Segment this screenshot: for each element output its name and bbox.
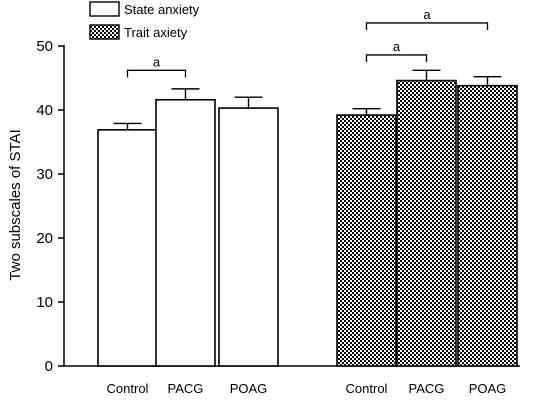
legend: State anxiety Trait axiety — [89, 1, 200, 40]
x-tick-label: Control — [107, 381, 149, 396]
y-tick-label: 40 — [36, 102, 53, 119]
x-tick-label: PACG — [409, 381, 445, 396]
significance-bracket — [365, 54, 428, 62]
y-tick-label: 50 — [36, 38, 53, 55]
bars — [97, 69, 518, 367]
legend-swatch-trait-axiety — [89, 24, 120, 40]
significance-bracket — [365, 22, 489, 30]
significance-bracket — [126, 69, 187, 78]
significance-label: a — [423, 7, 431, 22]
significance-label: a — [393, 39, 401, 54]
significance-brackets: a a a — [126, 7, 489, 78]
bar-state-anxiety-pacg — [155, 98, 216, 367]
bar-state-anxiety-control — [97, 129, 158, 367]
y-tick-label: 20 — [36, 230, 53, 247]
bar-trait-axiety-control — [336, 114, 397, 367]
x-tick-label: PACG — [168, 381, 204, 396]
bar-trait-axiety-poag — [457, 84, 518, 367]
x-tick-label: POAG — [230, 381, 268, 396]
y-tick-label: 10 — [36, 294, 53, 311]
legend-swatch-state-anxiety — [89, 1, 120, 17]
x-tick-label: Control — [346, 381, 388, 396]
y-tick-label: 0 — [45, 358, 53, 375]
legend-label-state-anxiety: State anxiety — [124, 2, 200, 17]
significance-label: a — [153, 54, 161, 69]
y-axis-label: Two subscales of STAI — [7, 129, 24, 280]
legend-label-trait-axiety: Trait axiety — [124, 25, 188, 40]
x-tick-labels: Control PACG POAG Control PACG POAG — [107, 381, 507, 396]
y-ticks: 0 10 20 30 40 50 — [36, 38, 64, 375]
y-tick-label: 30 — [36, 166, 53, 183]
bar-trait-axiety-pacg — [396, 79, 457, 367]
x-tick-label: POAG — [469, 381, 507, 396]
bar-state-anxiety-poag — [218, 107, 279, 367]
